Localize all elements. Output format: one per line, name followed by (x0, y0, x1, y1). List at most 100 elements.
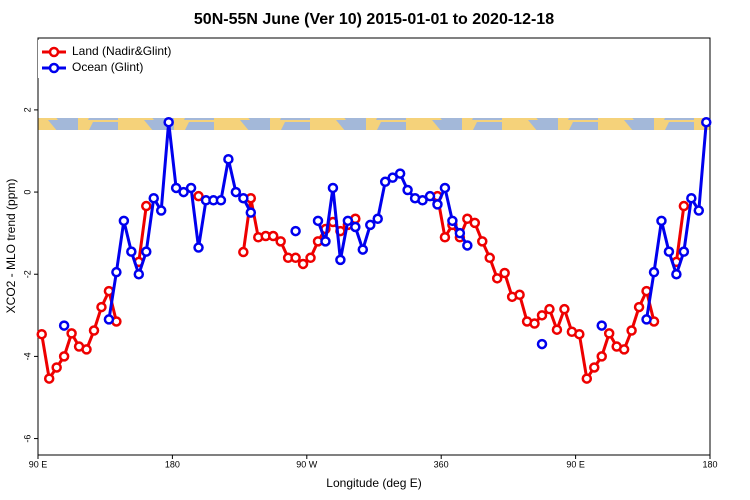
series-line (107, 120, 253, 320)
data-point (372, 213, 383, 225)
data-point (327, 182, 339, 194)
data-point (365, 219, 376, 231)
data-point (342, 215, 354, 227)
legend-marker (48, 62, 60, 74)
data-point (126, 246, 137, 257)
data-point (447, 215, 458, 227)
series-line (674, 205, 686, 263)
data-point (36, 328, 47, 340)
x-tick-label: 180 (165, 459, 180, 469)
data-point (641, 314, 652, 325)
data-point (574, 328, 585, 340)
data-point (544, 303, 555, 315)
data-point (603, 328, 615, 339)
data-point (596, 351, 607, 362)
data-point (118, 215, 130, 227)
data-point (536, 338, 548, 350)
data-point (439, 182, 451, 194)
data-point (96, 301, 107, 313)
data-point (155, 205, 167, 216)
data-point (66, 328, 77, 339)
data-point (678, 200, 690, 212)
data-point (81, 344, 92, 355)
data-point (693, 205, 705, 216)
data-point (633, 301, 645, 313)
data-point (484, 252, 495, 264)
data-point (678, 246, 690, 257)
y-tick-label: 2 (22, 107, 32, 112)
x-tick-label: 90 W (296, 459, 318, 469)
data-point (133, 268, 145, 280)
x-tick-label: 90 E (29, 459, 48, 469)
data-point (477, 236, 488, 247)
data-point (618, 344, 630, 355)
data-point (335, 254, 346, 266)
data-point (648, 266, 660, 278)
chart-title: 50N-55N June (Ver 10) 2015-01-01 to 2020… (194, 11, 554, 28)
data-point (417, 195, 428, 206)
data-point (43, 373, 55, 384)
data-point (491, 273, 503, 284)
series-line (645, 122, 708, 320)
data-point (170, 182, 182, 194)
series-line (137, 205, 148, 263)
data-point (297, 258, 309, 270)
legend-marker (48, 46, 60, 58)
data-point (141, 200, 152, 212)
y-tick-label: -4 (22, 352, 32, 360)
y-tick-label: 0 (22, 190, 32, 195)
data-point (290, 252, 301, 264)
data-point (581, 373, 593, 384)
data-point (267, 230, 279, 242)
data-point (656, 215, 667, 227)
data-point (402, 184, 413, 196)
x-axis-label: Longitude (deg E) (326, 476, 421, 490)
data-point (499, 267, 510, 279)
data-point (439, 232, 451, 243)
y-tick-label: -2 (22, 270, 32, 278)
data-point (193, 190, 204, 202)
plot-frame (37, 37, 711, 456)
data-point (596, 320, 607, 331)
data-point (275, 236, 286, 247)
data-point (462, 213, 473, 225)
x-tick-label: 360 (434, 459, 449, 469)
data-point (350, 221, 361, 233)
data-point (357, 244, 369, 255)
data-point (238, 192, 249, 204)
data-point (58, 351, 70, 362)
legend-label: Land (Nadir&Glint) (72, 44, 171, 58)
data-point (245, 207, 257, 218)
data-point (529, 318, 540, 329)
data-point (111, 266, 122, 278)
data-point (178, 186, 189, 198)
data-point (379, 176, 391, 188)
data-point (536, 310, 548, 321)
y-tick-label: -6 (22, 435, 32, 443)
data-point (58, 320, 70, 331)
data-point (51, 362, 62, 373)
data-point (320, 236, 331, 247)
legend-label: Ocean (Glint) (72, 60, 143, 74)
map-strip (38, 118, 710, 130)
data-point (454, 227, 466, 239)
data-point (185, 182, 197, 194)
data-point (193, 242, 204, 253)
x-tick-label: 180 (702, 459, 717, 469)
data-point (626, 325, 637, 336)
data-point (88, 325, 100, 336)
data-point (559, 303, 570, 315)
legend-box (38, 40, 188, 78)
data-point (215, 195, 227, 206)
data-point (469, 217, 481, 229)
x-tick-label: 90 E (566, 459, 585, 469)
data-point (432, 199, 443, 210)
legend: Land (Nadir&Glint) Ocean (Glint) (38, 40, 188, 78)
y-axis-label: XCO2 - MLO trend (ppm) (4, 179, 18, 314)
data-point (387, 172, 398, 183)
data-point (103, 314, 115, 325)
data-point (394, 168, 406, 179)
data-point (163, 116, 174, 128)
data-point (312, 215, 324, 227)
